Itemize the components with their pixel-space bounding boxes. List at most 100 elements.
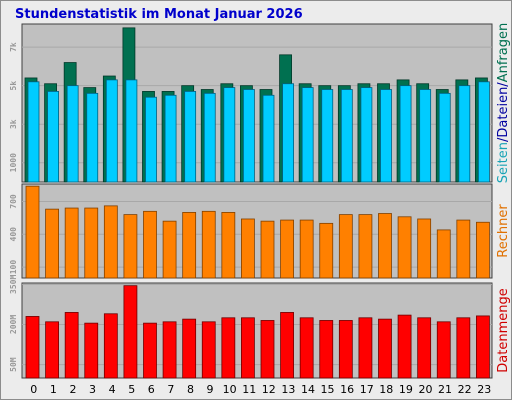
- y-tick-label: 50M: [9, 357, 18, 372]
- y-tick-label: 700: [9, 194, 18, 209]
- bar-seiten: [380, 89, 392, 183]
- hosts-panel: 700 400 100 Rechner: [9, 183, 511, 279]
- bar-datenmenge: [162, 321, 177, 379]
- bar-datenmenge: [201, 321, 216, 379]
- bar-datenmenge: [456, 317, 471, 379]
- bar-seiten: [262, 94, 275, 183]
- bar-seiten: [66, 85, 79, 183]
- y-tick-label: 5k: [9, 81, 18, 91]
- bar-rechner: [476, 221, 490, 279]
- bar-seiten: [282, 83, 294, 183]
- x-tick-label: 20: [418, 383, 432, 396]
- bar-rechner: [201, 210, 216, 279]
- bar-rechner: [64, 207, 79, 279]
- bar-datenmenge: [319, 320, 334, 379]
- x-tick-label: 17: [360, 383, 374, 396]
- axis-label-separator: /: [496, 137, 511, 142]
- bar-seiten: [223, 87, 236, 183]
- bar-seiten: [86, 92, 99, 183]
- axis-label-separator: /: [496, 82, 511, 87]
- bar-seiten: [184, 91, 197, 183]
- bar-datenmenge: [378, 318, 392, 379]
- bar-seiten: [458, 85, 471, 183]
- y-tick-label: 200M: [9, 315, 18, 334]
- bar-rechner: [143, 210, 157, 279]
- bar-datenmenge: [64, 312, 79, 379]
- bar-seiten: [125, 79, 138, 183]
- axis-label-part: Dateien: [496, 87, 511, 138]
- requests-panel: 7k 5k 3k 1000 Seiten/Dateien/Anfragen: [9, 23, 511, 183]
- bar-datenmenge: [280, 312, 294, 379]
- bar-rechner: [221, 212, 236, 279]
- y-tick-label: 1000: [9, 153, 18, 172]
- x-tick-label: 10: [223, 383, 237, 396]
- bar-rechner: [299, 219, 314, 279]
- x-tick-label: 7: [167, 383, 174, 396]
- axis-label-part: Seiten: [496, 142, 511, 183]
- bar-seiten: [47, 91, 59, 183]
- bar-datenmenge: [123, 285, 138, 379]
- x-tick-label: 3: [89, 383, 96, 396]
- bar-rechner: [25, 185, 40, 279]
- bar-datenmenge: [45, 321, 59, 379]
- bar-seiten: [105, 79, 118, 183]
- bar-rechner: [378, 213, 392, 279]
- bar-rechner: [103, 205, 118, 279]
- bar-datenmenge: [143, 322, 157, 379]
- panel-background: [21, 282, 493, 379]
- axis-label: Datenmenge: [496, 288, 511, 372]
- bar-rechner: [182, 212, 197, 279]
- bar-seiten: [321, 89, 334, 183]
- bar-seiten: [419, 89, 432, 183]
- x-tick-label: 12: [262, 383, 276, 396]
- bar-rechner: [241, 218, 255, 279]
- bar-rechner: [358, 214, 373, 279]
- bar-rechner: [319, 222, 334, 279]
- bar-seiten: [478, 81, 490, 183]
- x-tick-label: 0: [30, 383, 37, 396]
- x-tick-label: 21: [438, 383, 452, 396]
- x-tick-label: 13: [281, 383, 295, 396]
- bar-datenmenge: [103, 313, 118, 379]
- y-tick-label: 7k: [9, 42, 18, 52]
- x-tick-label: 6: [148, 383, 155, 396]
- axis-label: Seiten/Dateien/Anfragen: [496, 23, 511, 183]
- bar-seiten: [438, 92, 451, 183]
- bar-rechner: [436, 229, 451, 279]
- bar-datenmenge: [436, 321, 451, 379]
- bar-seiten: [340, 89, 353, 183]
- bar-datenmenge: [84, 322, 99, 379]
- bar-rechner: [45, 208, 59, 279]
- bar-datenmenge: [358, 317, 373, 379]
- bar-datenmenge: [182, 318, 197, 379]
- x-tick-label: 18: [379, 383, 393, 396]
- bar-seiten: [243, 89, 255, 183]
- bar-datenmenge: [417, 317, 432, 379]
- bar-rechner: [417, 218, 432, 279]
- bar-seiten: [164, 94, 177, 183]
- bar-datenmenge: [260, 320, 275, 379]
- bar-rechner: [338, 214, 353, 279]
- bar-rechner: [260, 220, 275, 279]
- axis-label: Rechner: [496, 204, 511, 258]
- bar-seiten: [360, 87, 373, 183]
- y-tick-label: 3k: [9, 119, 18, 129]
- bar-datenmenge: [221, 317, 236, 379]
- x-tick-label: 4: [109, 383, 116, 396]
- y-tick-label: 350M: [9, 275, 18, 294]
- x-tick-label: 19: [399, 383, 413, 396]
- x-tick-label: 2: [69, 383, 76, 396]
- x-tick-label: 23: [477, 383, 491, 396]
- bar-rechner: [123, 214, 138, 279]
- bar-datenmenge: [476, 315, 490, 379]
- x-tick-label: 11: [242, 383, 256, 396]
- x-tick-label: 1: [50, 383, 57, 396]
- x-tick-label: 16: [340, 383, 354, 396]
- panel-background: [21, 23, 493, 183]
- bar-seiten: [27, 81, 40, 183]
- bar-rechner: [397, 216, 412, 279]
- bar-rechner: [456, 219, 471, 279]
- chart-title: Stundenstatistik im Monat Januar 2026: [15, 7, 303, 22]
- y-tick-label: 400: [9, 227, 18, 242]
- x-tick-label: 15: [321, 383, 335, 396]
